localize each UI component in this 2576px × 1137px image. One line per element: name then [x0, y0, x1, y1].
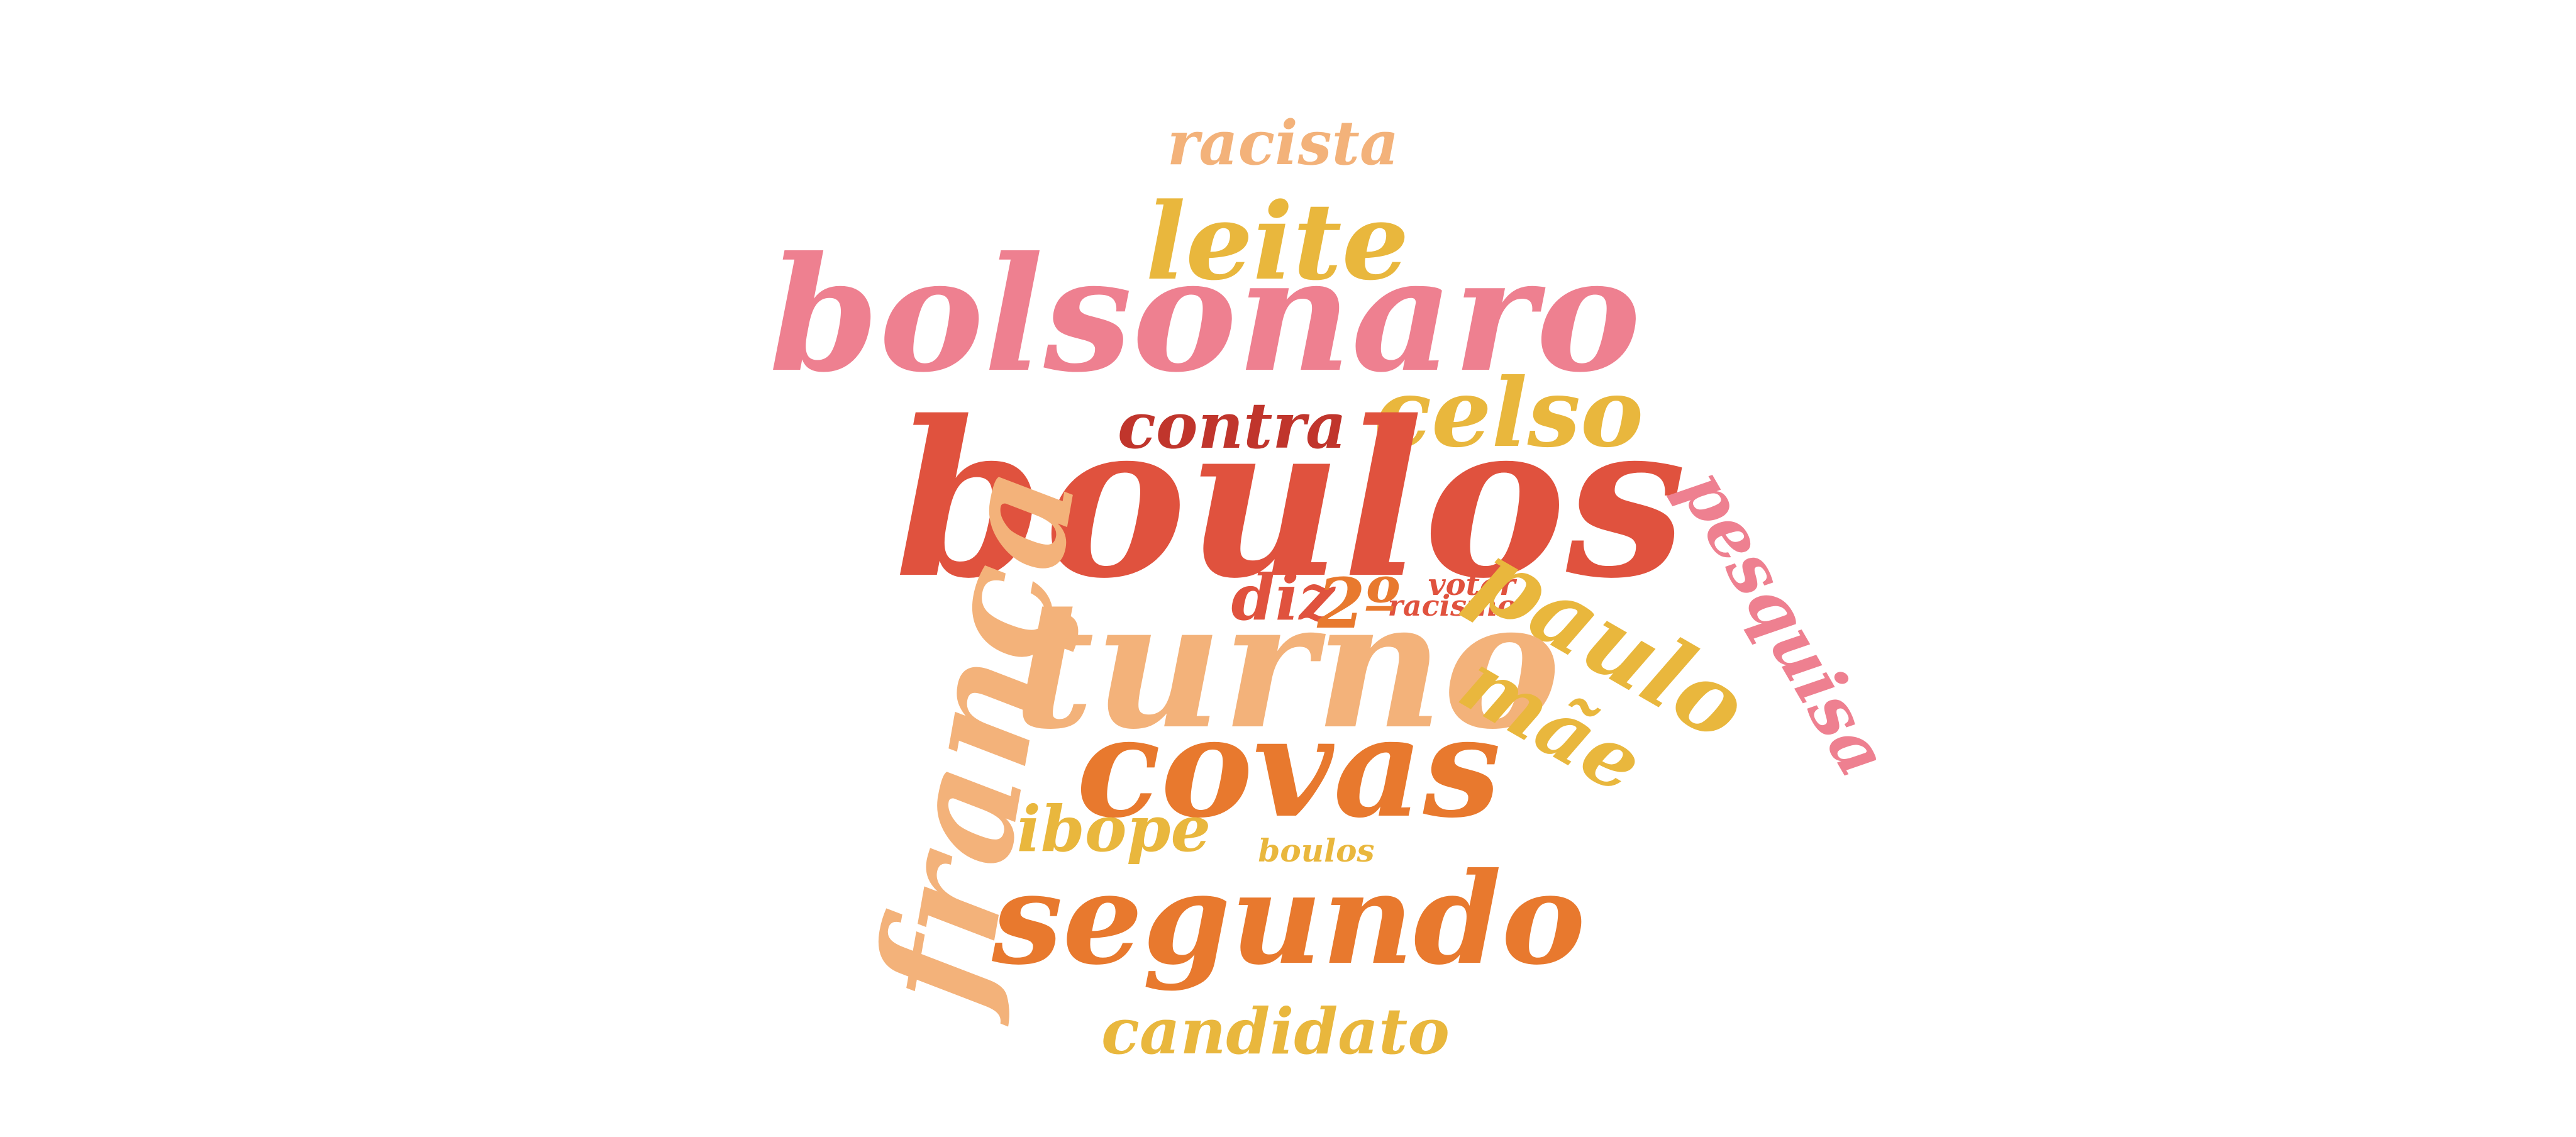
- word-boulos-small: boulos: [1258, 832, 1375, 869]
- word-2o: 2º: [1317, 563, 1400, 644]
- word-boulos-large: boulos: [894, 375, 1687, 626]
- word-candidato: candidato: [1101, 994, 1450, 1068]
- word-segundo: segundo: [992, 845, 1585, 993]
- word-turno: turno: [1013, 562, 1561, 768]
- word-contra: contra: [1118, 389, 1346, 463]
- word-votar: votar: [1428, 567, 1516, 602]
- word-racista: racista: [1167, 108, 1399, 179]
- word-covas: covas: [1076, 685, 1501, 848]
- word-bolsonaro: bolsonaro: [769, 222, 1641, 407]
- word-diz: diz: [1231, 560, 1335, 635]
- word-leite: leite: [1145, 179, 1409, 304]
- word-celso: celso: [1374, 358, 1644, 469]
- word-racismo: racismo: [1387, 589, 1517, 623]
- word-ibope: ibope: [1016, 792, 1211, 866]
